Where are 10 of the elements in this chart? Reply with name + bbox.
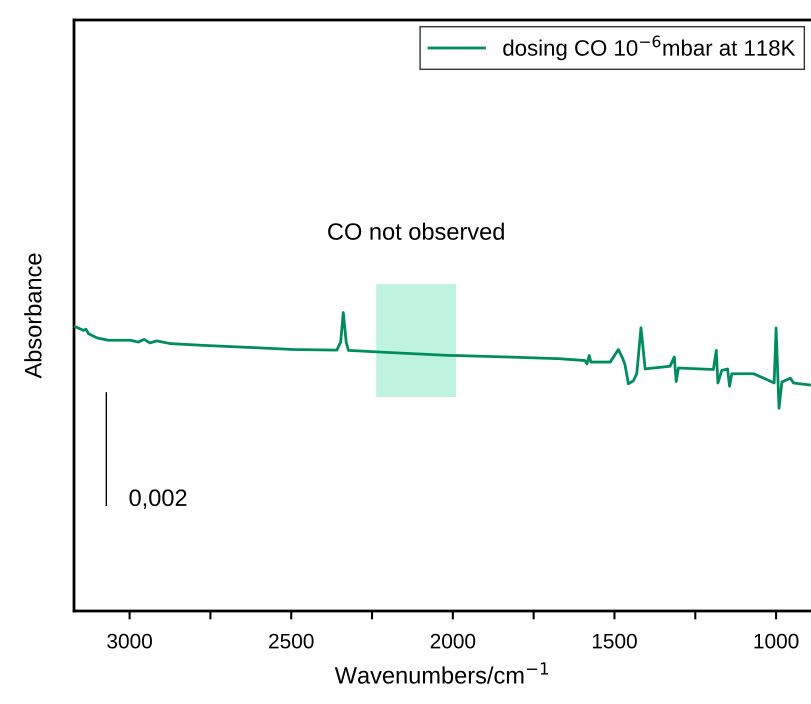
x-tick-label: 1500 — [592, 634, 637, 649]
x-tick-label: 2000 — [430, 634, 476, 649]
legend-label: dosing CO 10$^{−6}$mbar at 118K — [503, 36, 796, 60]
x-axis-title: Wavenumbers/cm$^{−1}$ — [334, 662, 548, 684]
x-tick-label: 2500 — [269, 634, 314, 649]
annotation: 0,002 — [129, 489, 186, 509]
y-axis-title: Absorbance — [24, 254, 42, 378]
band-label: CO not observed — [328, 222, 504, 240]
x-tick-label: 1000 — [754, 634, 798, 649]
x-tick-label: 3000 — [107, 634, 152, 649]
